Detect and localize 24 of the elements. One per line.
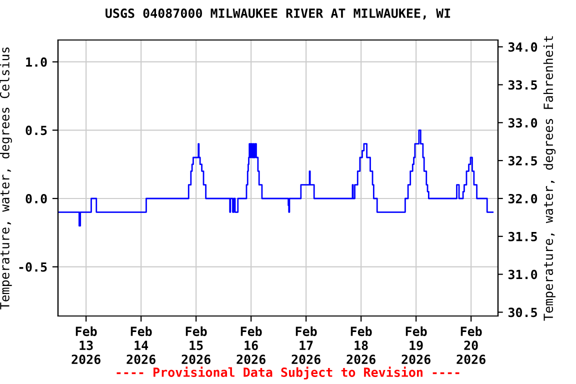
x-tick-label: Feb 19 2026 <box>402 326 430 364</box>
x-tick-label: Feb 17 2026 <box>292 326 320 364</box>
y2-tick-label: 31.0 <box>508 270 538 280</box>
y2-tick-label: 34.0 <box>508 42 538 52</box>
y-axis-title: Temperature, water, degrees Celsius <box>0 48 12 310</box>
y2-tick-label: 30.5 <box>508 308 537 318</box>
y2-tick-label: 33.5 <box>508 80 537 90</box>
y-tick-label: 0.0 <box>26 194 47 204</box>
y-tick-label: 1.0 <box>26 57 47 67</box>
y2-axis-title: Temperature, water, degrees Fahrenheit <box>543 36 556 321</box>
y2-tick-label: 32.0 <box>508 194 538 204</box>
x-tick-label: Feb 16 2026 <box>236 326 266 364</box>
text: ---- Provisional Data Subject to Revision ---- <box>116 366 460 380</box>
chart-title: USGS 04087000 MILWAUKEE RIVER AT MILWAUKEE, WI <box>106 8 450 20</box>
y2-tick-label: 32.5 <box>508 156 537 166</box>
x-tick-label: Feb 14 2026 <box>126 326 156 364</box>
y-tick-label: -0.5 <box>19 262 47 272</box>
x-tick-label: Feb 15 2026 <box>182 326 210 364</box>
y2-tick-label: 33.0 <box>508 118 538 128</box>
x-tick-label: Feb 20 2026 <box>456 326 486 364</box>
y-tick-label: 0.5 <box>26 126 47 136</box>
y2-tick-label: 31.5 <box>508 232 537 242</box>
x-tick-label: Feb 13 2026 <box>72 326 100 364</box>
x-tick-label: Feb 18 2026 <box>346 326 376 364</box>
